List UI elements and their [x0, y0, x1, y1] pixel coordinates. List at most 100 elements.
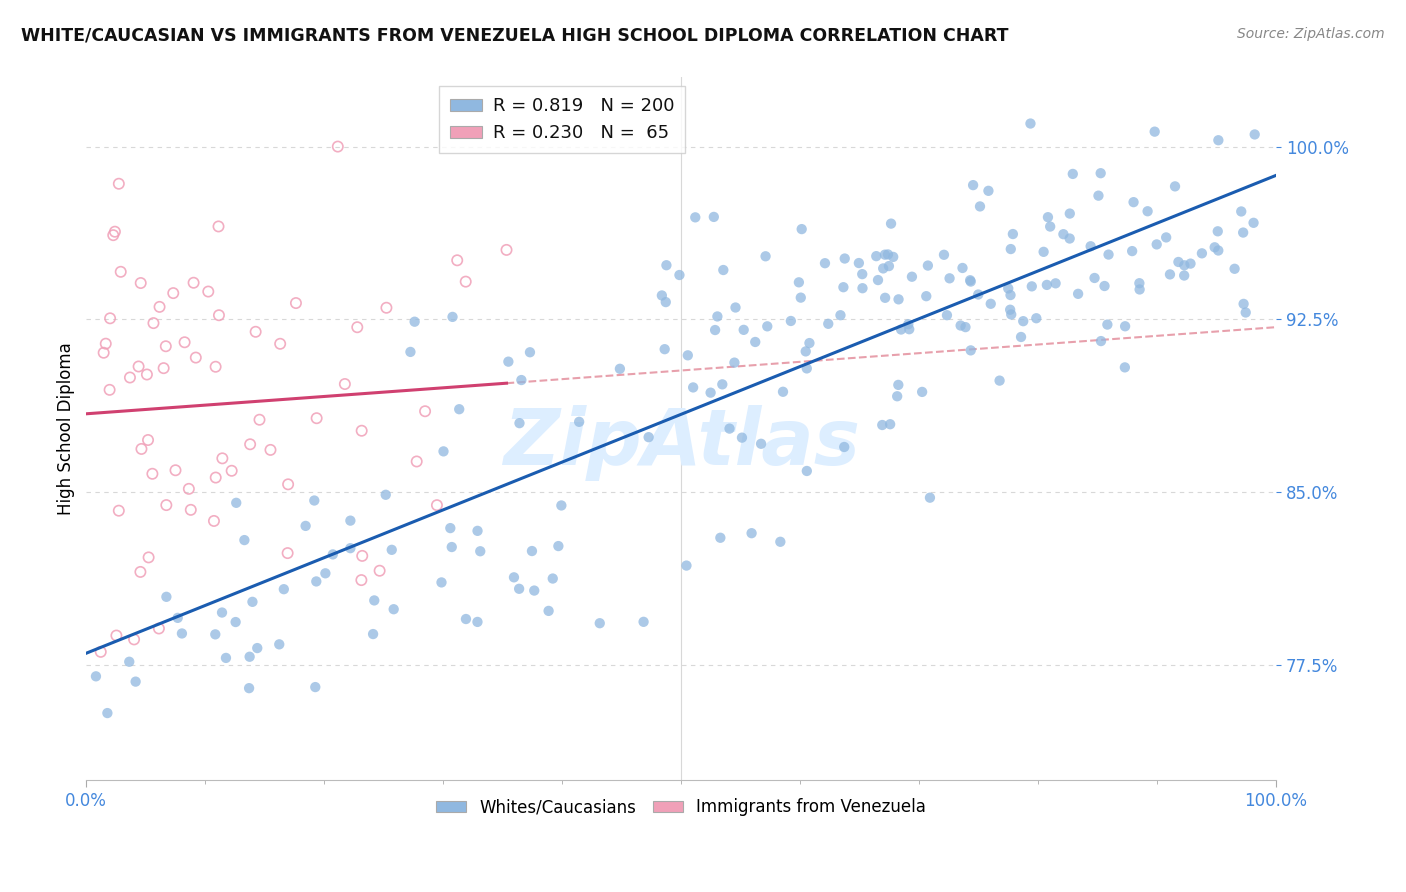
Point	[98, 383, 121, 397]
Point	[259, 442, 281, 457]
Point	[294, 519, 316, 533]
Point	[339, 514, 361, 528]
Point	[787, 276, 810, 290]
Point	[1173, 258, 1195, 272]
Point	[1010, 330, 1032, 344]
Point	[887, 377, 910, 392]
Point	[887, 293, 910, 307]
Point	[1122, 195, 1144, 210]
Point	[207, 219, 229, 234]
Point	[104, 225, 127, 239]
Point	[655, 258, 678, 272]
Point	[967, 287, 990, 301]
Point	[655, 295, 678, 310]
Point	[865, 249, 887, 263]
Point	[439, 521, 461, 535]
Point	[508, 416, 530, 430]
Point	[508, 582, 530, 596]
Point	[541, 572, 564, 586]
Point	[1062, 167, 1084, 181]
Point	[706, 310, 728, 324]
Point	[122, 632, 145, 647]
Point	[744, 334, 766, 349]
Point	[269, 336, 291, 351]
Point	[911, 384, 934, 399]
Point	[136, 433, 159, 447]
Point	[1164, 179, 1187, 194]
Point	[547, 539, 569, 553]
Point	[148, 622, 170, 636]
Point	[711, 263, 734, 277]
Point	[880, 217, 903, 231]
Point	[273, 582, 295, 597]
Point	[138, 550, 160, 565]
Point	[1097, 247, 1119, 261]
Point	[221, 464, 243, 478]
Point	[938, 271, 960, 285]
Text: ZipAtlas: ZipAtlas	[503, 405, 859, 481]
Point	[1230, 204, 1253, 219]
Point	[997, 281, 1019, 295]
Point	[949, 318, 972, 333]
Point	[110, 265, 132, 279]
Point	[1154, 230, 1177, 244]
Point	[724, 301, 747, 315]
Point	[917, 259, 939, 273]
Point	[1143, 125, 1166, 139]
Point	[1000, 242, 1022, 256]
Point	[155, 498, 177, 512]
Point	[523, 583, 546, 598]
Point	[432, 444, 454, 458]
Point	[848, 256, 870, 270]
Point	[1129, 283, 1152, 297]
Point	[211, 606, 233, 620]
Point	[211, 451, 233, 466]
Point	[609, 361, 631, 376]
Point	[875, 291, 897, 305]
Point	[350, 424, 373, 438]
Point	[955, 320, 977, 334]
Point	[834, 252, 856, 266]
Point	[382, 602, 405, 616]
Point	[1087, 188, 1109, 202]
Point	[405, 454, 427, 468]
Point	[204, 359, 226, 374]
Point	[503, 570, 526, 584]
Point	[731, 431, 754, 445]
Point	[103, 228, 125, 243]
Point	[269, 637, 291, 651]
Point	[703, 210, 725, 224]
Point	[368, 564, 391, 578]
Point	[441, 310, 464, 324]
Point	[277, 546, 299, 560]
Point	[718, 421, 741, 435]
Point	[676, 348, 699, 362]
Point	[142, 316, 165, 330]
Point	[129, 565, 152, 579]
Point	[467, 524, 489, 538]
Point	[851, 267, 873, 281]
Point	[155, 590, 177, 604]
Point	[1001, 227, 1024, 241]
Point	[651, 288, 673, 302]
Point	[277, 477, 299, 491]
Point	[498, 354, 520, 368]
Point	[890, 322, 912, 336]
Point	[118, 370, 141, 384]
Point	[314, 566, 336, 581]
Point	[769, 534, 792, 549]
Point	[404, 315, 426, 329]
Text: WHITE/CAUCASIAN VS IMMIGRANTS FROM VENEZUELA HIGH SCHOOL DIPLOMA CORRELATION CHA: WHITE/CAUCASIAN VS IMMIGRANTS FROM VENEZ…	[21, 27, 1008, 45]
Point	[685, 211, 707, 225]
Point	[749, 437, 772, 451]
Point	[454, 612, 477, 626]
Point	[830, 308, 852, 322]
Point	[124, 674, 146, 689]
Point	[1206, 224, 1229, 238]
Point	[711, 377, 734, 392]
Point	[988, 374, 1011, 388]
Point	[901, 269, 924, 284]
Point	[915, 289, 938, 303]
Point	[704, 323, 727, 337]
Point	[1128, 276, 1150, 290]
